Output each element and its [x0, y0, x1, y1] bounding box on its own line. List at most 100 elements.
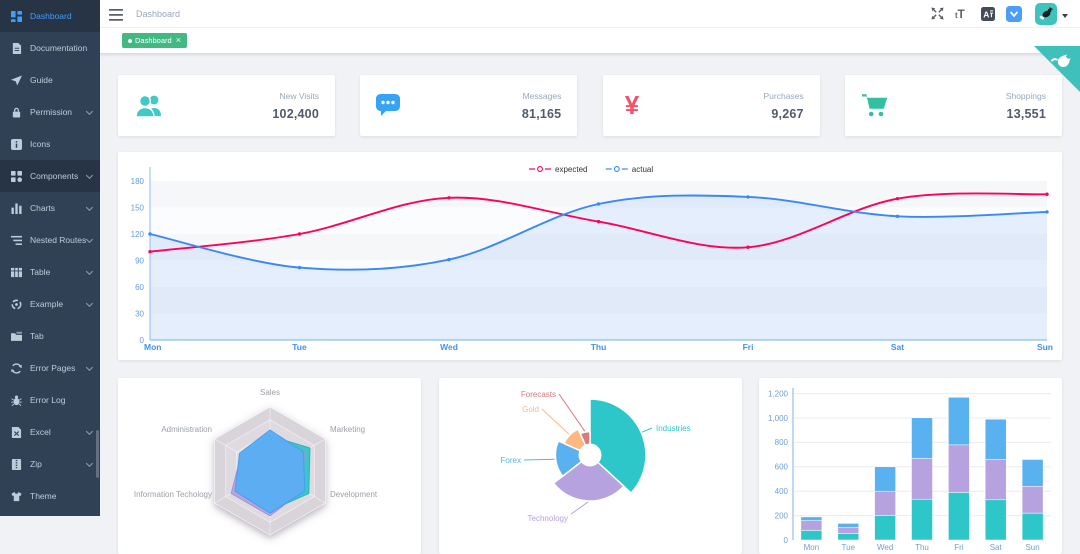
hamburger-icon — [109, 8, 123, 21]
sidebar-item-charts[interactable]: Charts — [0, 192, 100, 224]
error-pages-icon — [11, 362, 24, 374]
radar-chart-card: Sales Marketing Development Information Tec… — [118, 378, 421, 554]
sidebar-item-nested-routes[interactable]: Nested Routes — [0, 224, 100, 256]
svg-text:Fri: Fri — [954, 543, 964, 552]
svg-text:¥: ¥ — [624, 92, 639, 119]
components-icon — [11, 170, 24, 182]
tab-icon — [11, 330, 24, 342]
pie-chart-card: Industries Technology Forex Gold Forecasts — [438, 378, 742, 554]
bar-chart-card: 0 200 400 600 800 1,000 1,200 Mon Tue Wed Thu Fri Sa… — [759, 378, 1062, 554]
svg-text:expected: expected — [555, 165, 587, 174]
sidebar: Dashboard Documentation Guide Permission Ico… — [0, 0, 100, 516]
svg-text:Sat: Sat — [891, 342, 904, 352]
sidebar-scrollbar[interactable] — [96, 430, 99, 478]
tag-dashboard[interactable]: Dashboard × — [122, 33, 187, 48]
excel-icon — [11, 426, 24, 438]
new-visits-icon — [134, 94, 164, 118]
svg-text:Wed: Wed — [440, 342, 458, 352]
stat-card-new-visits[interactable]: New Visits 102,400 — [118, 75, 335, 136]
svg-text:Information Techology: Information Techology — [134, 490, 212, 499]
sidebar-item-label: Guide — [30, 75, 53, 85]
svg-text:Gold: Gold — [522, 405, 539, 414]
chevron-icon — [85, 235, 94, 243]
dashboard-content: New Visits 102,400 Messages 81,165 ¥ Purchase… — [100, 54, 1080, 554]
tags-view: Dashboard × — [100, 28, 1080, 54]
svg-text:tT: tT — [955, 9, 965, 20]
tag-close-icon[interactable]: × — [175, 35, 181, 45]
sidebar-item-dashboard[interactable]: Dashboard — [0, 0, 100, 32]
language-icon[interactable]: A — [981, 6, 995, 21]
svg-text:Development: Development — [330, 490, 378, 499]
nested-routes-icon — [11, 234, 24, 246]
sidebar-item-documentation[interactable]: Documentation — [0, 32, 100, 64]
svg-text:0: 0 — [784, 536, 789, 545]
sidebar-item-label: Zip — [30, 459, 42, 469]
text-size-icon[interactable]: tT — [955, 7, 970, 20]
svg-text:Sun: Sun — [1037, 342, 1053, 352]
breadcrumb-item[interactable]: Dashboard — [136, 8, 181, 19]
stat-value: 81,165 — [521, 106, 562, 121]
sidebar-item-icons[interactable]: Icons — [0, 128, 100, 160]
chevron-icon — [85, 267, 94, 275]
stat-card-messages[interactable]: Messages 81,165 — [360, 75, 578, 136]
github-corner-ribbon[interactable] — [1034, 46, 1080, 92]
svg-text:800: 800 — [775, 438, 789, 447]
svg-text:Wed: Wed — [877, 543, 893, 552]
charts-icon — [11, 202, 24, 214]
sidebar-item-zip[interactable]: Zip — [0, 448, 100, 480]
avatar[interactable] — [1035, 2, 1068, 25]
sidebar-item-label: Theme — [30, 491, 57, 501]
chevron-icon — [85, 427, 94, 435]
sidebar-item-tab[interactable]: Tab — [0, 320, 100, 352]
svg-text:actual: actual — [632, 165, 654, 174]
theme-icon — [11, 490, 24, 502]
sidebar-item-theme[interactable]: Theme — [0, 480, 100, 512]
svg-text:Thu: Thu — [915, 543, 929, 552]
octocat-icon — [1050, 54, 1071, 68]
sidebar-item-table[interactable]: Table — [0, 256, 100, 288]
svg-text:Tue: Tue — [292, 342, 307, 352]
permission-icon — [11, 106, 24, 118]
avatar-image — [1035, 2, 1057, 25]
sidebar-item-components[interactable]: Components — [0, 160, 100, 192]
stat-title: New Visits — [279, 90, 319, 101]
chevron-icon — [85, 171, 94, 179]
sidebar-item-error-pages[interactable]: Error Pages — [0, 352, 100, 384]
breadcrumb[interactable]: Dashboard — [136, 9, 180, 19]
zip-icon — [11, 458, 24, 470]
svg-text:Thu: Thu — [591, 342, 607, 352]
sidebar-item-label: Icons — [30, 139, 51, 149]
sidebar-item-error-log[interactable]: Error Log — [0, 384, 100, 416]
error-log-icon — [11, 394, 24, 406]
svg-text:Mon: Mon — [804, 543, 820, 552]
chevron-icon — [85, 363, 94, 371]
sidebar-menu: Dashboard Documentation Guide Permission Ico… — [0, 0, 100, 512]
theme-select-icon[interactable] — [1006, 5, 1022, 22]
sidebar-item-excel[interactable]: Excel — [0, 416, 100, 448]
navbar-actions: tT A — [931, 2, 1080, 25]
sidebar-item-label: Documentation — [30, 43, 88, 53]
svg-text:Sat: Sat — [990, 543, 1003, 552]
stat-card-shoppings[interactable]: Shoppings 13,551 — [844, 75, 1062, 136]
sidebar-item-guide[interactable]: Guide — [0, 64, 100, 96]
caret-down-icon — [1062, 13, 1068, 18]
svg-text:30: 30 — [135, 309, 144, 318]
svg-text:180: 180 — [131, 177, 145, 186]
sidebar-item-label: Example — [30, 299, 64, 309]
tag-label: Dashboard — [135, 36, 172, 45]
hamburger-menu-button[interactable] — [100, 5, 131, 23]
svg-text:Forex: Forex — [500, 456, 520, 465]
purchases-icon: ¥ — [619, 92, 645, 119]
fullscreen-icon[interactable] — [931, 7, 944, 20]
svg-text:Mon: Mon — [144, 342, 161, 352]
sidebar-item-permission[interactable]: Permission — [0, 96, 100, 128]
stat-title: Messages — [522, 90, 562, 101]
sidebar-item-label: Error Log — [30, 395, 66, 405]
icons-icon — [11, 138, 24, 150]
svg-text:Marketing: Marketing — [330, 425, 365, 434]
stat-card-purchases[interactable]: ¥ Purchases 9,267 — [602, 75, 820, 136]
shoppings-icon — [861, 93, 889, 118]
sidebar-item-example[interactable]: Example — [0, 288, 100, 320]
